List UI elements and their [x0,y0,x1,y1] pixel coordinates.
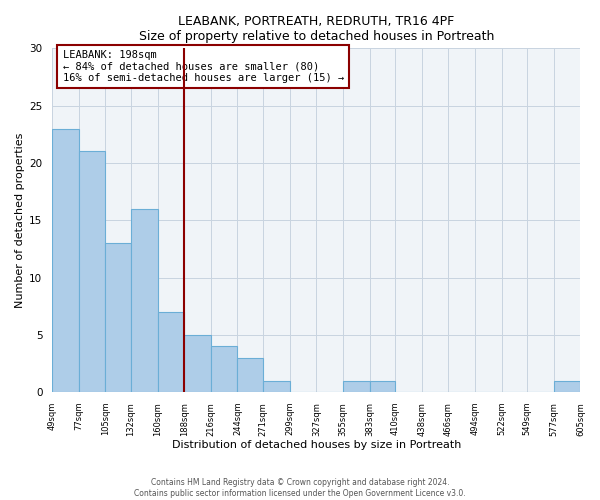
Bar [106,243,131,392]
Text: Contains HM Land Registry data © Crown copyright and database right 2024.
Contai: Contains HM Land Registry data © Crown c… [134,478,466,498]
Bar [158,312,184,392]
Bar [211,346,238,392]
Bar [184,335,211,392]
Y-axis label: Number of detached properties: Number of detached properties [15,132,25,308]
Bar [52,128,79,392]
Bar [343,380,370,392]
Title: LEABANK, PORTREATH, REDRUTH, TR16 4PF
Size of property relative to detached hous: LEABANK, PORTREATH, REDRUTH, TR16 4PF Si… [139,15,494,43]
Bar [131,209,158,392]
Bar [79,152,106,392]
Text: LEABANK: 198sqm
← 84% of detached houses are smaller (80)
16% of semi-detached h: LEABANK: 198sqm ← 84% of detached houses… [63,50,344,84]
Bar [238,358,263,392]
Bar [554,380,580,392]
Bar [370,380,395,392]
X-axis label: Distribution of detached houses by size in Portreath: Distribution of detached houses by size … [172,440,461,450]
Bar [263,380,290,392]
